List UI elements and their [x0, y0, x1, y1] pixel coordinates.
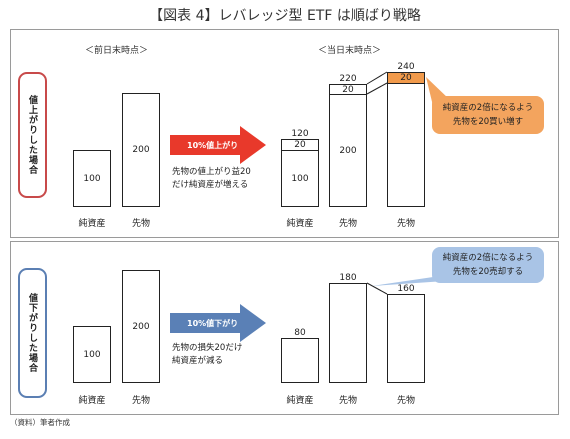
- arrow-drop: [170, 304, 266, 342]
- box-prev-futures: 200: [122, 270, 160, 383]
- scenario-label-drop: 値下がりした場合: [18, 268, 47, 398]
- connector-line: [366, 71, 388, 85]
- rise-description: 先物の値上がり益20 だけ純資産が増える: [172, 167, 251, 190]
- label-net-assets: 純資産: [286, 396, 314, 406]
- box-prev-net-assets: 100: [73, 326, 111, 383]
- callout-tail: [372, 276, 460, 286]
- box-futures-after-purchase: [387, 83, 425, 207]
- arrow-rise-label: 10%値上がり: [187, 141, 239, 150]
- arrow-drop-label: 10%値下がり: [187, 319, 239, 328]
- figure-title: 【図表 4】レバレッジ型 ETF は順ばり戦略: [149, 8, 421, 24]
- callout-sell-futures: 純資産の2倍になるよう 先物を20売却する: [432, 247, 544, 283]
- box-prev-net-assets: 100: [73, 150, 111, 207]
- label-futures: 先物: [396, 396, 416, 406]
- connector-line: [366, 282, 388, 295]
- label-futures: 先物: [396, 219, 416, 229]
- callout-buy-futures: 純資産の2倍になるよう 先物を20買い増す: [432, 96, 544, 134]
- label-net-assets: 純資産: [78, 219, 106, 229]
- label-futures: 先物: [131, 219, 151, 229]
- source-note: （資料）筆者作成: [10, 418, 70, 427]
- header-current-close: ＜当日末時点＞: [318, 46, 382, 56]
- box-futures-after-sale: [387, 294, 425, 383]
- value-net-assets-after-drop: 80: [294, 328, 306, 338]
- box-nav-base: 100: [281, 150, 319, 207]
- value-nav-total: 120: [291, 129, 309, 139]
- label-futures: 先物: [338, 219, 358, 229]
- arrow-rise: [170, 126, 266, 164]
- value-futures-mid-total: 220: [339, 74, 357, 84]
- callout-tail: [426, 77, 450, 110]
- header-prev-close: ＜前日末時点＞: [85, 46, 149, 56]
- connector-line: [366, 82, 388, 95]
- value-futures-new-total: 240: [397, 62, 415, 72]
- drop-description: 先物の損失20だけ 純資産が減る: [172, 343, 243, 366]
- scenario-label-rise: 値上がりした場合: [18, 72, 47, 198]
- label-net-assets: 純資産: [286, 219, 314, 229]
- box-futures-base: 200: [329, 94, 367, 207]
- value-futures-after-drop: 180: [339, 273, 357, 283]
- box-net-assets-after-drop: [281, 338, 319, 383]
- label-futures: 先物: [338, 396, 358, 406]
- label-net-assets: 純資産: [78, 396, 106, 406]
- value-futures-after-sale: 160: [397, 284, 415, 294]
- label-futures: 先物: [131, 396, 151, 406]
- box-prev-futures: 200: [122, 93, 160, 207]
- box-futures-after-drop: [329, 283, 367, 383]
